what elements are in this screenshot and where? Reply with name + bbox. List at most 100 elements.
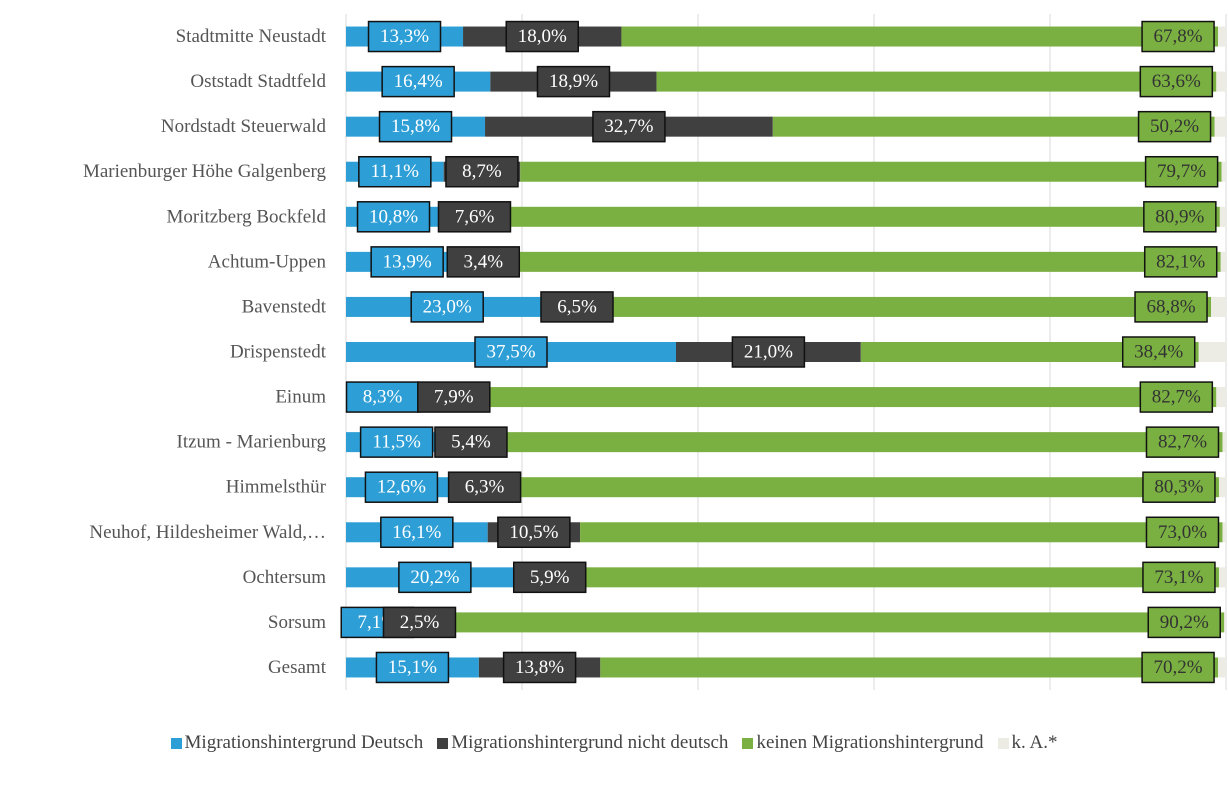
category-label: Oststadt Stadtfeld — [190, 71, 326, 92]
legend-swatch — [997, 737, 1009, 749]
bar-segment — [430, 612, 1225, 633]
data-label-box — [447, 471, 522, 503]
category-label: Moritzberg Bockfeld — [166, 206, 326, 227]
data-label-box — [410, 291, 484, 323]
bar-segment — [1214, 116, 1226, 137]
data-label-box — [1141, 651, 1215, 684]
category-label: Gesamt — [268, 657, 327, 678]
data-label-box — [398, 561, 472, 594]
data-label-box — [1145, 426, 1220, 458]
data-label-box — [364, 471, 439, 503]
bar-segment — [1198, 342, 1226, 362]
data-label: 18,9% — [549, 71, 598, 92]
category-label: Bavenstedt — [242, 296, 327, 317]
data-label: 80,9% — [1155, 206, 1204, 227]
bar-segment — [1218, 26, 1226, 47]
data-label: 70,2% — [1154, 657, 1203, 678]
bar-segment — [1222, 432, 1226, 453]
data-label-box — [434, 426, 508, 458]
data-label-box — [592, 110, 666, 143]
data-label: 23,0% — [423, 296, 472, 317]
bar-segment — [600, 657, 1219, 678]
bar-segment — [621, 26, 1219, 47]
data-label: 80,3% — [1154, 477, 1203, 498]
bar-segment — [1216, 71, 1226, 92]
bar-segment — [1218, 657, 1226, 678]
data-label: 90,2% — [1160, 612, 1209, 633]
data-label: 6,3% — [465, 477, 505, 498]
bar-segment — [1211, 296, 1226, 317]
bar-segment — [498, 251, 1221, 272]
data-label-box — [358, 155, 432, 188]
data-label: 79,7% — [1157, 161, 1206, 182]
category-label: Sorsum — [268, 612, 326, 633]
data-label-box — [1141, 20, 1215, 53]
data-label: 38,4% — [1134, 342, 1183, 363]
bar-segment — [520, 161, 1222, 182]
data-label: 13,8% — [515, 657, 564, 678]
category-label: Drispenstedt — [230, 342, 327, 363]
bar-segment — [1224, 612, 1226, 633]
bar-segment — [507, 206, 1220, 227]
data-label-box — [1144, 155, 1219, 188]
data-label-box — [380, 516, 454, 549]
data-label: 82,7% — [1158, 432, 1207, 453]
data-label: 16,4% — [394, 71, 443, 92]
data-label-box — [1143, 201, 1217, 233]
data-label: 8,3% — [363, 387, 403, 408]
data-label-box — [1121, 336, 1196, 368]
data-label-box — [370, 246, 444, 278]
data-label: 2,5% — [400, 612, 440, 633]
data-label: 67,8% — [1154, 26, 1203, 47]
data-label: 3,4% — [463, 251, 503, 272]
data-label-box — [1147, 606, 1221, 639]
data-label: 15,1% — [388, 657, 437, 678]
data-label-box — [381, 65, 455, 98]
data-label: 13,3% — [380, 26, 429, 47]
legend-label: Migrationshintergrund nicht deutsch — [451, 732, 729, 753]
category-label: Einum — [275, 387, 326, 408]
bar-segment — [860, 342, 1199, 362]
data-label-box — [356, 201, 431, 233]
data-label-box — [446, 246, 521, 278]
data-label-box — [1139, 65, 1214, 98]
data-label: 12,6% — [377, 477, 426, 498]
data-label: 82,1% — [1156, 251, 1205, 272]
data-label: 15,8% — [391, 116, 440, 137]
data-label: 7,6% — [455, 206, 495, 227]
data-label-box — [445, 155, 519, 188]
bar-segment — [575, 567, 1219, 588]
data-label-box — [367, 20, 442, 53]
legend-item: keinen Migrationshintergrund — [742, 732, 984, 754]
chart: Stadtmitte Neustadt Oststadt Stadtfeld Nor… — [83, 14, 1227, 690]
legend-swatch — [170, 737, 182, 749]
bar-segment — [656, 71, 1217, 92]
data-label-box — [1143, 246, 1218, 278]
data-label-box — [1137, 110, 1212, 143]
data-label: 20,2% — [410, 567, 459, 588]
data-label: 8,7% — [462, 161, 502, 182]
bar-segment — [580, 522, 1223, 543]
bar-segment — [1222, 522, 1226, 543]
category-label: Achtum-Uppen — [208, 251, 327, 272]
bar-segment — [1216, 387, 1226, 408]
data-label-box — [502, 651, 577, 684]
data-label: 73,1% — [1154, 567, 1203, 588]
data-label-box — [378, 110, 453, 143]
data-label-box — [437, 201, 512, 233]
data-label: 37,5% — [486, 342, 535, 363]
category-label: Ochtersum — [243, 567, 327, 588]
data-label: 73,0% — [1158, 522, 1207, 543]
legend-label: k. A.* — [1011, 732, 1058, 753]
category-label: Himmelsthür — [226, 477, 327, 498]
data-label-box — [1139, 381, 1214, 413]
data-label: 21,0% — [744, 342, 793, 363]
data-label: 10,5% — [509, 522, 558, 543]
legend-swatch — [437, 737, 449, 749]
bar-segment — [605, 296, 1212, 317]
category-label: Itzum - Marienburg — [177, 432, 327, 453]
data-label: 18,0% — [518, 26, 567, 47]
data-label: 68,8% — [1147, 296, 1196, 317]
legend-item: Migrationshintergrund nicht deutsch — [437, 732, 728, 754]
category-label: Stadtmitte Neustadt — [176, 26, 327, 47]
